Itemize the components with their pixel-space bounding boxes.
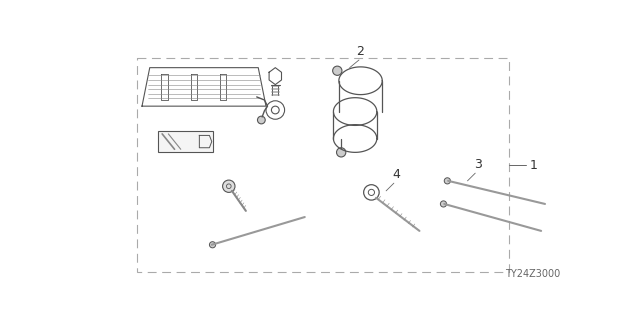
Text: 2: 2 [356, 45, 365, 58]
Text: 1: 1 [529, 159, 537, 172]
Bar [157, 131, 213, 152]
Circle shape [223, 180, 235, 192]
Text: 3: 3 [474, 158, 481, 171]
Circle shape [337, 148, 346, 157]
Text: 4: 4 [392, 168, 400, 181]
Text: TY24Z3000: TY24Z3000 [505, 269, 561, 279]
Circle shape [444, 178, 451, 184]
Bar [137, 58, 509, 272]
Circle shape [209, 242, 216, 248]
Circle shape [257, 116, 265, 124]
Circle shape [333, 66, 342, 76]
Circle shape [440, 201, 447, 207]
